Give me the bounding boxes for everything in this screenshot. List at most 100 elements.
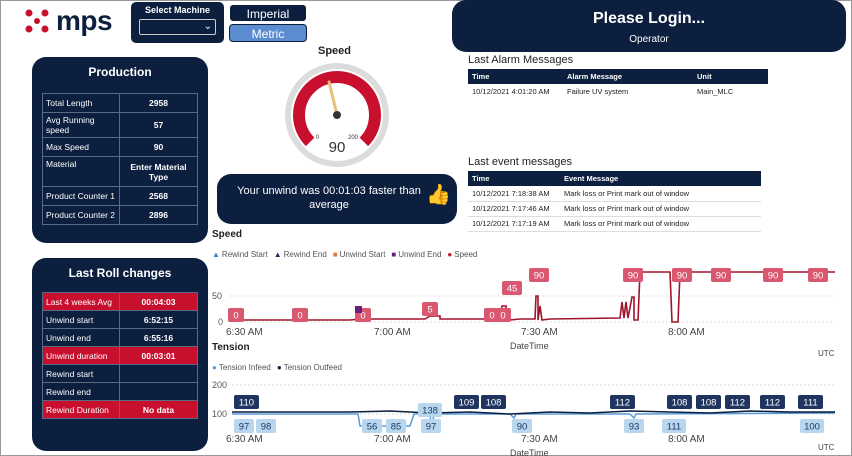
events-col-message[interactable]: Event Message [560, 171, 761, 186]
events-title: Last event messages [468, 156, 572, 168]
x-tick-label: 7:00 AM [374, 327, 411, 338]
alarm-time: 10/12/2021 4:01:20 AM [472, 87, 550, 96]
events-header-row: Time Event Message [468, 171, 761, 186]
table-row[interactable]: 10/12/2021 4:01:20 AM Failure UV system … [468, 84, 768, 99]
circle-icon: ● [447, 250, 453, 259]
tension-infeed-label: 85 [386, 419, 406, 433]
tension-infeed-label-box [421, 419, 441, 433]
machine-select-dropdown[interactable]: ⌄ [139, 19, 216, 35]
circle-icon: ● [212, 363, 217, 372]
circle-icon: ● [276, 363, 282, 372]
legend-label: Unwind Start [339, 250, 386, 259]
tension-infeed-label: 56 [362, 419, 382, 433]
table-row[interactable]: 10/12/2021 7:18:38 AM Mark loss or Print … [468, 186, 761, 202]
roll-value [119, 382, 198, 401]
x-tick-label: 8:00 AM [668, 327, 705, 338]
x-tick-label: 6:30 AM [226, 327, 263, 338]
roll-row: Last 4 weeks Avg 00:04:03 [42, 292, 198, 311]
legend-item[interactable]: ▲ Rewind Start [212, 250, 268, 259]
production-label: Material [42, 156, 120, 187]
events-col-time[interactable]: Time [468, 171, 560, 186]
production-table: Total Length 2958 Avg Running speed 57 Max… [42, 93, 198, 225]
roll-row: Rewind start [42, 364, 198, 383]
machine-select-panel: Select Machine ⌄ [131, 2, 224, 43]
production-label: Product Counter 1 [42, 186, 120, 206]
tension-infeed-label-text: 56 [367, 422, 378, 433]
speed-chart-title: Speed [212, 229, 243, 240]
x-axis-title: DateTime [510, 341, 549, 351]
tension-infeed-label-box [234, 419, 254, 433]
tension-chart-legend: ● Tension Infeed ● Tension Outfeed [212, 363, 342, 372]
speed-data-label-text: 90 [768, 271, 779, 282]
tension-infeed-label-text: 100 [804, 422, 820, 433]
tension-outfeed-label-box [798, 395, 823, 409]
roll-value [119, 364, 198, 383]
login-panel[interactable]: Please Login... Operator [452, 0, 846, 52]
legend-item[interactable]: ▲ Rewind End [274, 250, 327, 259]
tension-outfeed-label: 112 [760, 395, 785, 409]
roll-value: 6:55:16 [119, 328, 198, 347]
roll-value: 00:03:01 [119, 346, 198, 365]
speed-data-label-text: 90 [677, 271, 688, 282]
tension-outfeed-label: 112 [610, 395, 635, 409]
roll-label: Rewind start [42, 364, 120, 383]
speed-data-label-text: 0 [489, 311, 494, 322]
tension-outfeed-label: 111 [798, 395, 823, 409]
speed-data-label-text: 0 [297, 311, 302, 322]
speed-data-label: 0 [292, 308, 308, 322]
legend-item[interactable]: ● Tension Infeed [212, 363, 271, 372]
production-row: Product Counter 1 2568 [42, 186, 198, 206]
roll-label: Last 4 weeks Avg [42, 292, 120, 311]
tension-outfeed-label: 108 [696, 395, 721, 409]
tension-outfeed-label-text: 108 [701, 398, 717, 409]
roll-changes-title: Last Roll changes [68, 266, 172, 280]
tension-infeed-label-text: 97 [426, 422, 437, 433]
gauge-arc [293, 71, 381, 147]
tension-data-labels: 110 109 108 112 108 108 112 112 111 97 98 56 85 97 138… [234, 395, 824, 433]
tension-chart: 200 100 110 109 108 112 108 108 112 112 111 97 98 5… [212, 380, 836, 456]
legend-item[interactable]: ● Tension Outfeed [277, 363, 342, 372]
imperial-button[interactable]: Imperial [229, 4, 307, 22]
legend-item[interactable]: ■ Unwind Start [333, 250, 386, 259]
y-tick-label: 0 [218, 317, 223, 327]
alarm-col-message[interactable]: Alarm Message [563, 69, 693, 84]
speed-data-label-box [422, 302, 438, 316]
roll-row: Unwind end 6:55:16 [42, 328, 198, 347]
tension-infeed-label-text: 93 [629, 422, 640, 433]
tension-outfeed-label-box [454, 395, 479, 409]
speed-data-label: 90 [808, 268, 828, 282]
legend-label: Unwind End [398, 250, 442, 259]
unwind-end-marker [355, 306, 362, 313]
tension-infeed-label: 100 [800, 419, 824, 433]
event-message: Mark loss or Print mark out of window [560, 201, 761, 217]
alarm-col-time[interactable]: Time [468, 69, 563, 84]
production-row: Total Length 2958 [42, 93, 198, 113]
roll-label: Rewind Duration [42, 400, 120, 419]
table-row[interactable]: 10/12/2021 7:17:46 AM Mark loss or Print … [468, 201, 761, 217]
gauge-value: 90 [328, 139, 346, 156]
production-value: 57 [119, 112, 198, 138]
legend-item[interactable]: ■ Unwind End [391, 250, 441, 259]
y-tick-label: 50 [212, 291, 222, 301]
login-title: Please Login... [592, 10, 706, 27]
legend-label: Tension Outfeed [283, 363, 342, 372]
speed-data-label-text: 90 [534, 271, 545, 282]
gauge-min-label: 0 [316, 135, 320, 141]
metric-button[interactable]: Metric [229, 24, 307, 42]
production-value: Enter Material Type [119, 156, 198, 187]
unwind-message-panel: Your unwind was 00:01:03 faster than ave… [217, 174, 457, 224]
x-tick-label: 7:00 AM [374, 434, 411, 445]
event-message: Mark loss or Print mark out of window [560, 216, 761, 232]
table-row[interactable]: 10/12/2021 7:17:19 AM Mark loss or Print … [468, 216, 761, 232]
speed-data-label-box [672, 268, 692, 282]
speed-data-label-box [808, 268, 828, 282]
gauge-needle [327, 80, 339, 117]
roll-row: Rewind end [42, 382, 198, 401]
legend-item[interactable]: ● Speed [447, 250, 477, 259]
y-tick-label: 100 [212, 409, 227, 419]
speed-data-label-text: 90 [716, 271, 727, 282]
x-tick-label: 7:30 AM [521, 327, 558, 338]
alarm-col-unit[interactable]: Unit [693, 69, 768, 84]
mps-logo: mps [22, 5, 132, 36]
